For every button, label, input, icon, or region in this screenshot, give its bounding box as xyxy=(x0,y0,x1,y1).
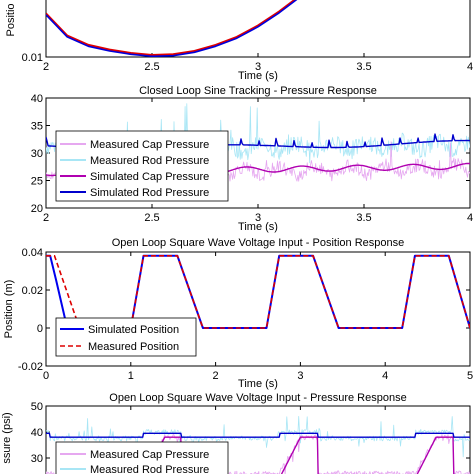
p1-ytick-label: 0.01 xyxy=(22,52,43,64)
p4-ytick-label: 40 xyxy=(31,427,43,439)
p2-xlabel: Time (s) xyxy=(238,221,278,233)
p2-legend-label: Measured Rod Pressure xyxy=(90,155,209,167)
p4-simulated-rod-line xyxy=(46,432,470,438)
p3-legend-label: Measured Position xyxy=(88,341,179,353)
p1-simulated-position-line xyxy=(46,0,298,57)
p1-xtick-label: 2 xyxy=(43,61,49,73)
p2-legend: Measured Cap Pressure Measured Rod Pressu… xyxy=(55,130,229,202)
p2-xtick-label: 2.5 xyxy=(144,212,159,224)
p3-xtick-label: 3 xyxy=(297,370,303,382)
p3-xtick-label: 0 xyxy=(43,370,49,382)
p3-xtick-label: 4 xyxy=(382,370,388,382)
p3-ytick-label: 0 xyxy=(37,323,43,335)
p1-xtick-label: 3.5 xyxy=(356,61,371,73)
p3-legend-label: Simulated Position xyxy=(88,324,179,336)
p4-ylabel: ssure (psi) xyxy=(1,412,13,463)
p2-legend-label: Simulated Cap Pressure xyxy=(90,171,209,183)
p2-ytick-label: 30 xyxy=(31,148,43,160)
p3-ytick-label: 0.02 xyxy=(22,285,43,297)
p2-ytick-label: 35 xyxy=(31,121,43,133)
p4-title: Open Loop Square Wave Voltage Input - Pr… xyxy=(109,392,406,404)
p3-title: Open Loop Square Wave Voltage Input - Po… xyxy=(112,237,405,249)
p2-xtick-label: 3 xyxy=(255,212,261,224)
p3-xtick-label: 1 xyxy=(128,370,134,382)
p1-axes-box xyxy=(45,0,471,58)
p1-ylabel: Positio xyxy=(5,3,17,36)
p2-ytick-label: 20 xyxy=(31,203,43,215)
p2-legend-box xyxy=(55,130,229,202)
p2-legend-label: Simulated Rod Pressure xyxy=(90,187,209,199)
p3-ylabel: Position (m) xyxy=(3,280,15,339)
p4-ytick-label: 50 xyxy=(31,401,43,413)
p2-title: Closed Loop Sine Tracking - Pressure Res… xyxy=(139,85,377,97)
p1-xtick-label: 4 xyxy=(467,61,473,73)
p1clip-plot-area xyxy=(46,0,298,57)
p3-xlabel: Time (s) xyxy=(238,378,278,390)
p4-legend-label: Measured Cap Pressure xyxy=(90,449,209,461)
p3-measured-position-line xyxy=(46,255,470,329)
p2-xtick-label: 2 xyxy=(43,212,49,224)
p3-xtick-label: 2 xyxy=(213,370,219,382)
p3-axes-box xyxy=(45,251,471,367)
p4-legend: Measured Cap Pressure Measured Rod Pressu… xyxy=(55,441,229,474)
p3-ytick-label: -0.02 xyxy=(18,361,43,373)
p3-simulated-position-line xyxy=(46,254,470,329)
p2-xtick-label: 3.5 xyxy=(356,212,371,224)
p1-measured-position-line xyxy=(46,0,296,56)
p3-legend: Simulated Position Measured Position xyxy=(55,317,197,357)
p3-xtick-label: 5 xyxy=(467,370,473,382)
p1-xlabel: Time (s) xyxy=(238,70,278,82)
p2-ytick-label: 25 xyxy=(31,176,43,188)
p3clip-plot-area xyxy=(46,254,470,329)
p4-ytick-label: 30 xyxy=(31,453,43,465)
p1-xtick-label: 3 xyxy=(255,61,261,73)
p2-ytick-label: 40 xyxy=(31,93,43,105)
p3-ytick-label: 0.04 xyxy=(22,247,43,259)
p4-axes-box xyxy=(45,405,471,474)
p2-legend-label: Measured Cap Pressure xyxy=(90,139,209,151)
p2-xtick-label: 4 xyxy=(467,212,473,224)
p3-legend-box xyxy=(55,317,197,357)
p4-legend-label: Measured Rod Pressure xyxy=(90,464,209,474)
p1-xtick-label: 2.5 xyxy=(144,61,159,73)
